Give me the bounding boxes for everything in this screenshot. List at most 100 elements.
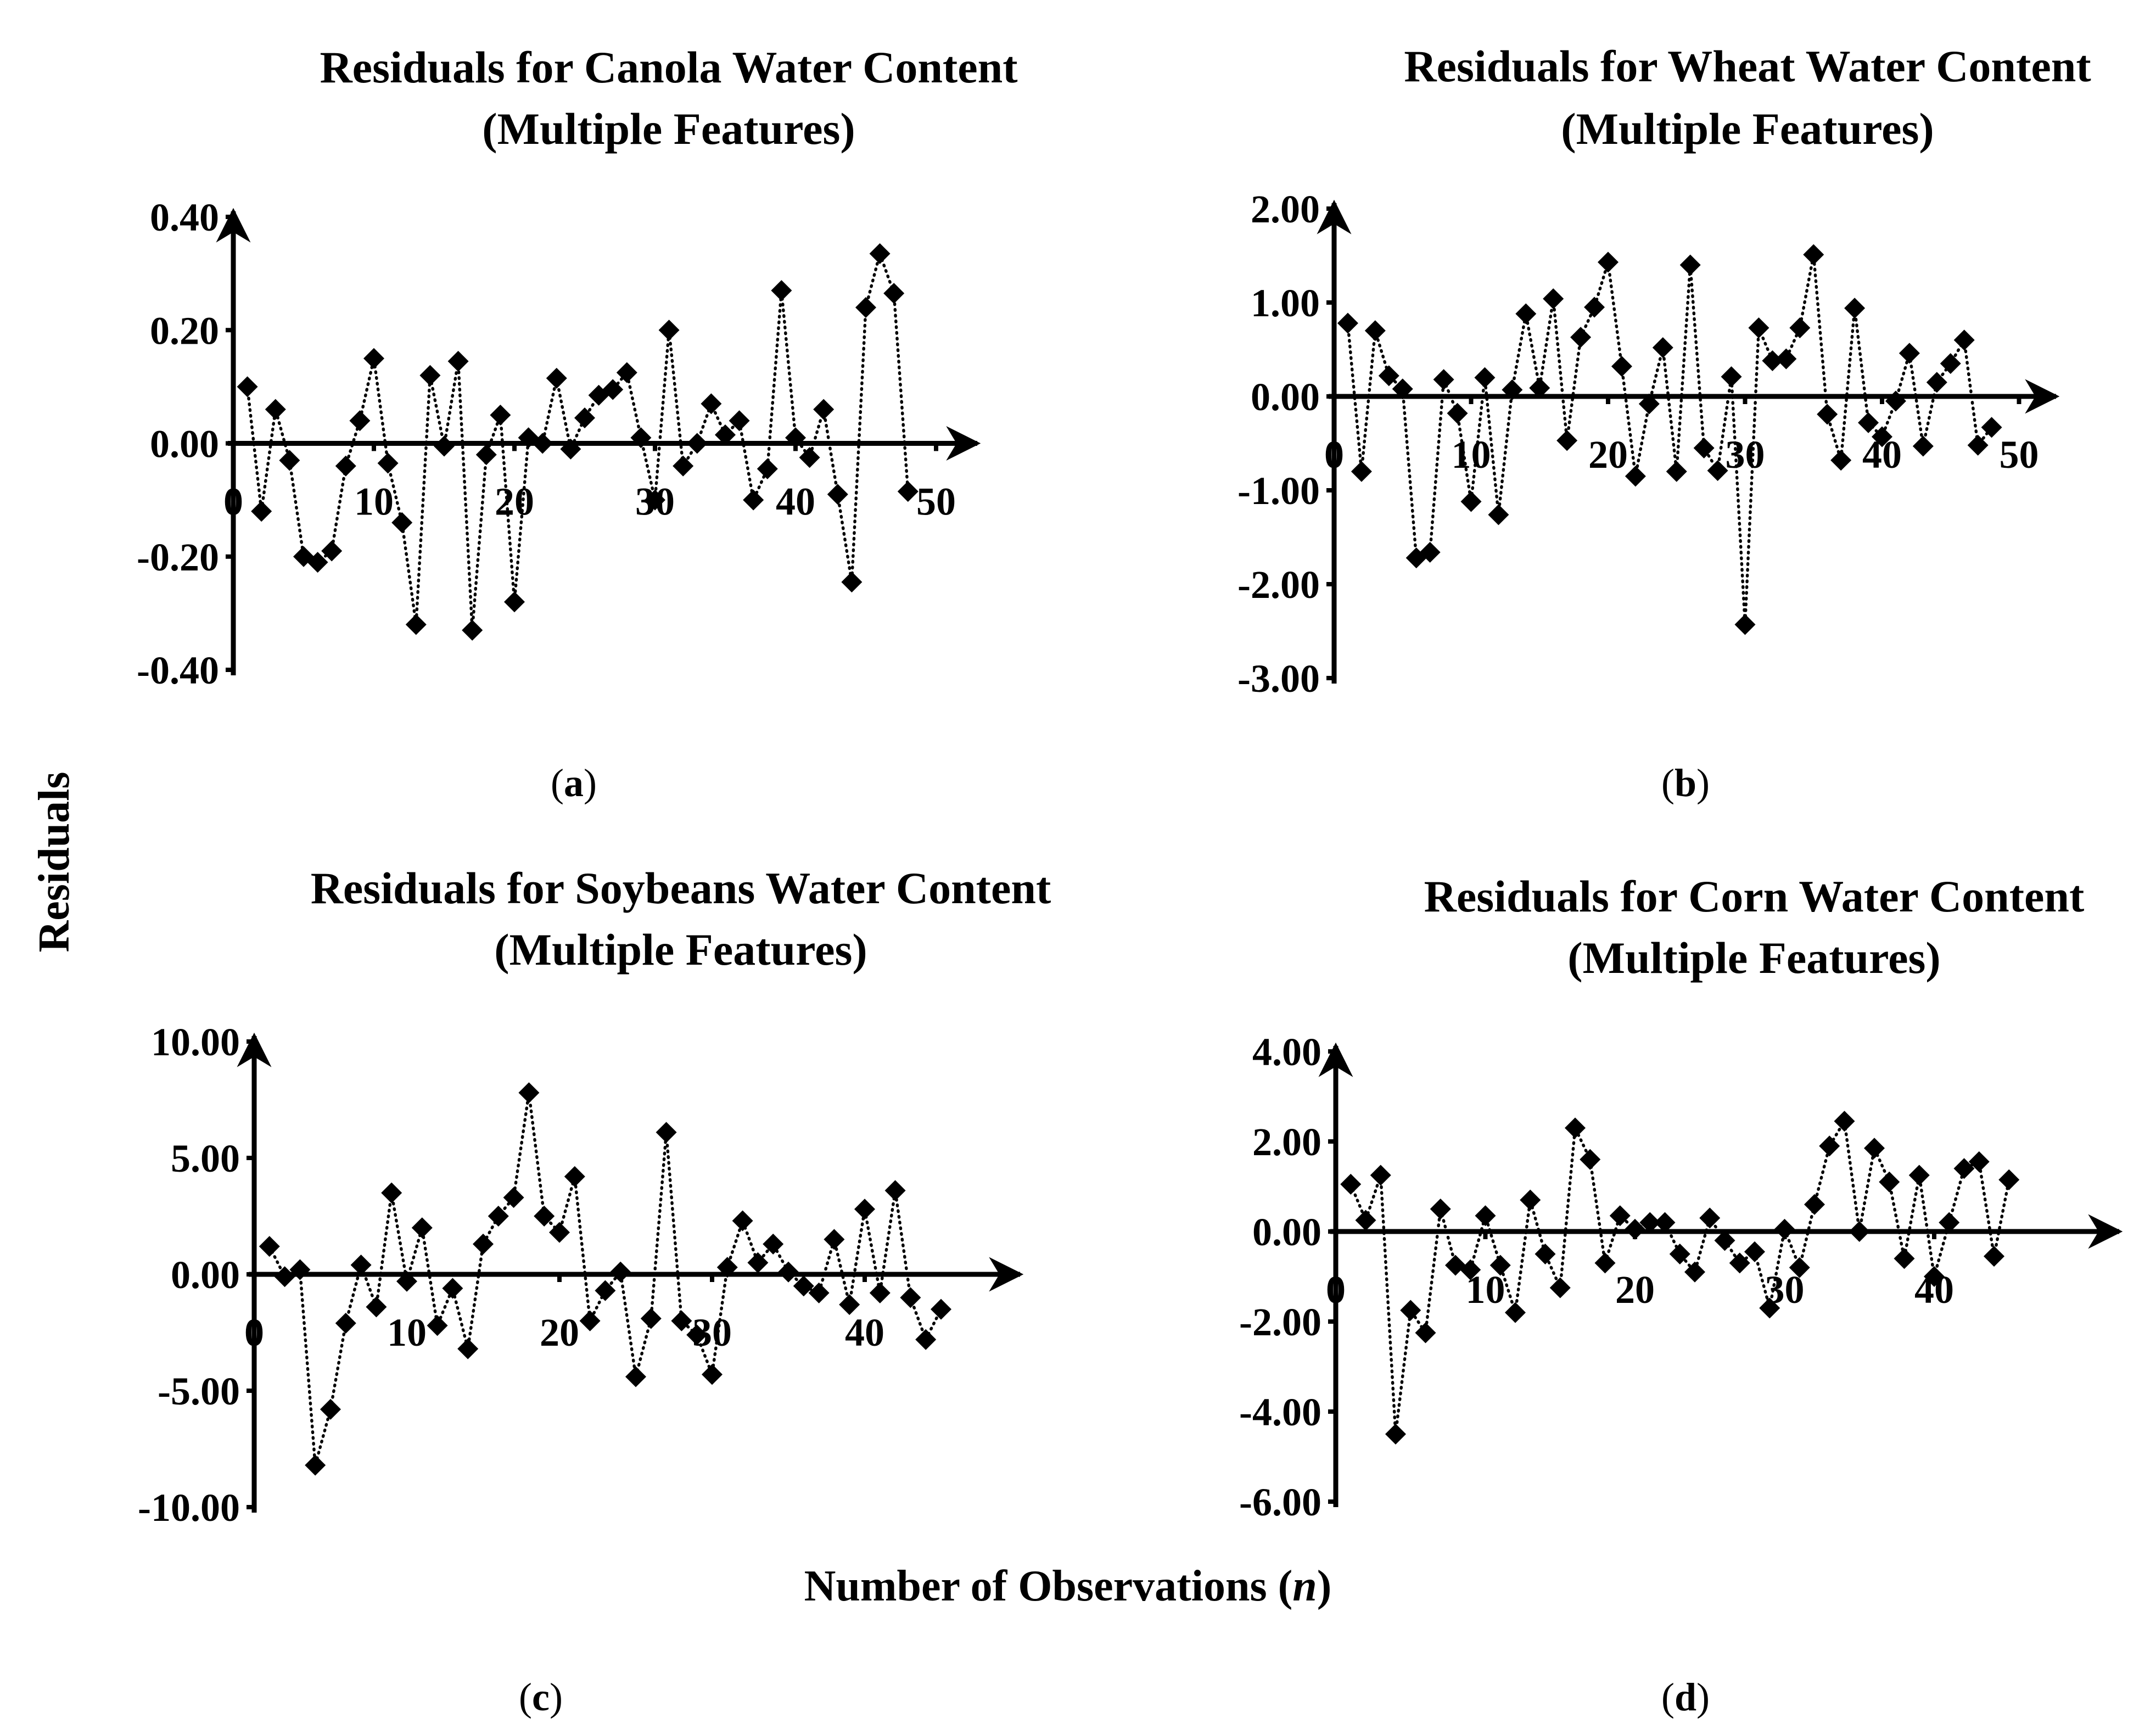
shared-x-axis-title: Number of Observations (n) <box>804 1562 1332 1610</box>
data-point <box>1565 1117 1586 1139</box>
data-point <box>574 407 595 429</box>
data-point <box>715 424 736 446</box>
data-point <box>274 1266 295 1288</box>
chart-title-line-2: (Multiple Features) <box>494 925 867 975</box>
data-point <box>716 1257 738 1278</box>
data-point <box>1543 288 1564 310</box>
data-point <box>1844 298 1866 319</box>
x-tick-label: 40 <box>845 1311 884 1354</box>
y-tick-label: -0.40 <box>137 648 219 692</box>
data-point <box>1475 1205 1496 1227</box>
data-point <box>1762 350 1783 372</box>
data-point <box>1926 372 1947 393</box>
data-point <box>419 365 441 386</box>
y-tick-label: -4.00 <box>1239 1390 1321 1434</box>
panel-label: (c) <box>519 1675 563 1719</box>
y-tick-label: 0.00 <box>171 1253 240 1297</box>
data-point <box>1679 254 1701 276</box>
data-point <box>658 320 680 341</box>
data-point <box>1570 327 1592 348</box>
data-point <box>671 1310 692 1331</box>
data-point <box>488 1206 509 1227</box>
data-point <box>1699 1207 1721 1229</box>
data-point <box>732 1210 753 1232</box>
data-point <box>1899 343 1920 364</box>
data-point <box>1445 1255 1466 1276</box>
data-point <box>1400 1300 1421 1321</box>
chart-title-line-1: Residuals for Corn Water Content <box>1424 871 2085 921</box>
data-point <box>457 1338 479 1359</box>
data-point <box>931 1298 951 1320</box>
y-tick-label: 0.00 <box>1251 375 1320 419</box>
data-point <box>1789 1257 1810 1278</box>
data-point <box>839 1294 860 1316</box>
data-point <box>702 1364 723 1385</box>
y-tick-label: -0.20 <box>137 535 219 579</box>
data-point <box>237 376 258 398</box>
data-point <box>1981 417 2002 438</box>
data-point <box>1953 329 1975 351</box>
x-tick-label: 10 <box>1452 433 1491 477</box>
data-point <box>265 399 286 420</box>
data-point <box>1684 1261 1705 1283</box>
panel-wheat: Residuals for Wheat Water Content (Multip… <box>1237 41 2091 805</box>
data-point <box>381 1182 402 1204</box>
data-point <box>1803 244 1824 265</box>
data-point <box>1515 303 1537 324</box>
data-point <box>1729 1252 1750 1274</box>
panel-label: (a) <box>551 761 597 805</box>
data-point <box>546 367 567 389</box>
data-point <box>490 404 511 426</box>
y-tick-label: 0.40 <box>150 195 219 239</box>
data-point <box>1460 491 1482 512</box>
data-point <box>813 399 835 420</box>
data-point <box>1830 450 1852 471</box>
data-point <box>1351 461 1372 482</box>
x-tick-label: 20 <box>540 1311 579 1354</box>
y-tick-label: 1.00 <box>1251 281 1320 325</box>
data-point <box>1707 460 1728 482</box>
data-point <box>1968 1151 1990 1172</box>
data-point <box>645 489 665 511</box>
data-point <box>366 1296 387 1318</box>
y-tick-label: 4.00 <box>1252 1030 1321 1074</box>
data-point <box>785 427 806 449</box>
data-point <box>1714 1230 1735 1251</box>
data-point <box>616 362 637 383</box>
data-point <box>640 1308 662 1329</box>
data-point <box>1666 461 1687 482</box>
data-point <box>602 379 624 400</box>
data-point <box>1337 312 1358 334</box>
y-tick-label: -2.00 <box>1237 563 1320 607</box>
x-tick-label: 10 <box>354 480 394 524</box>
x-tick-label: 0 <box>223 480 243 524</box>
data-point <box>1474 367 1496 388</box>
data-point <box>686 1324 708 1346</box>
data-point <box>442 1278 463 1299</box>
data-point <box>1864 1138 1885 1159</box>
data-point <box>1460 1259 1481 1280</box>
data-point <box>1940 353 1961 374</box>
data-point <box>503 1187 524 1208</box>
data-point <box>1652 337 1673 359</box>
data-point <box>579 1310 601 1331</box>
chart-title-line-1: Residuals for Soybeans Water Content <box>311 863 1051 913</box>
data-point <box>1415 1322 1436 1344</box>
x-tick-label: 50 <box>2000 433 2039 477</box>
data-point <box>1625 466 1646 487</box>
data-point <box>305 1454 326 1476</box>
data-point <box>279 450 300 471</box>
data-point <box>534 1206 555 1227</box>
data-point <box>1939 1212 1960 1233</box>
data-point <box>1744 1241 1765 1262</box>
data-point <box>1549 1277 1571 1298</box>
data-point <box>883 283 905 304</box>
x-tick-label: 20 <box>1588 433 1628 477</box>
data-point <box>1370 1165 1391 1186</box>
data-point <box>630 427 652 449</box>
data-point <box>595 1280 616 1301</box>
data-point <box>447 350 469 372</box>
data-point <box>1639 1212 1661 1233</box>
data-point <box>778 1261 799 1283</box>
data-point <box>900 1287 921 1308</box>
